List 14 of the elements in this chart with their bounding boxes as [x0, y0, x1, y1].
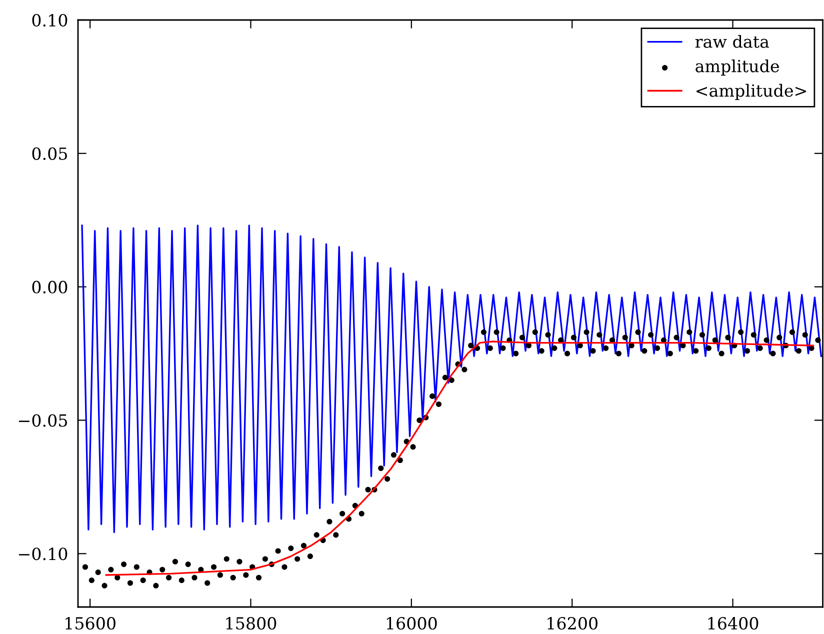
y-tick-label: 0.00: [32, 280, 68, 294]
y-tick-label: −0.05: [18, 414, 67, 427]
x-tick-label: 16000: [386, 617, 437, 630]
legend-label: <amplitude>: [696, 84, 806, 100]
x-tick-label: 15600: [66, 617, 116, 630]
x-tick-label: 15800: [226, 617, 276, 630]
y-tick-label: −0.10: [18, 548, 68, 560]
legend-label: raw data: [695, 35, 770, 48]
legend-label: amplitude: [696, 59, 779, 76]
y-tick-label: 0.05: [32, 147, 67, 160]
y-tick-label: 0.10: [32, 14, 68, 27]
line-series: [81, 224, 822, 534]
x-tick-label: 16400: [708, 617, 758, 630]
x-tick-label: 16200: [548, 617, 598, 630]
